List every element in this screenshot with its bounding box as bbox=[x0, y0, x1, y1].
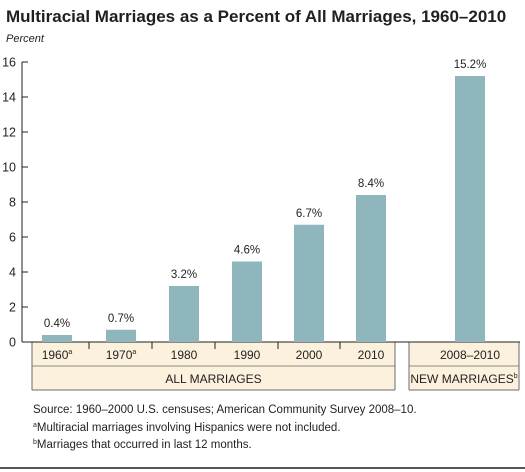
y-tick-label: 16 bbox=[2, 56, 16, 70]
category-label: 2000 bbox=[296, 348, 323, 362]
y-axis: 0 2 4 6 8 10 12 14 16 bbox=[2, 56, 520, 350]
footnote-b-marker: b bbox=[33, 439, 37, 446]
bar-value-label: 15.2% bbox=[454, 59, 487, 71]
y-tick-label: 4 bbox=[9, 266, 16, 280]
bar bbox=[169, 286, 199, 342]
category-label: 1990 bbox=[234, 348, 261, 362]
footnote-b-text: Marriages that occurred in last 12 month… bbox=[37, 439, 252, 451]
bar-value-label: 4.6% bbox=[234, 245, 260, 257]
category-note-marker: a bbox=[68, 349, 72, 356]
bar bbox=[106, 329, 136, 342]
bar bbox=[232, 261, 262, 342]
bar-value-label: 6.7% bbox=[296, 208, 322, 220]
group-label: NEW MARRIAGESb bbox=[410, 372, 517, 386]
footnote-b: bMarriages that occurred in last 12 mont… bbox=[33, 439, 252, 451]
bar bbox=[42, 335, 72, 342]
bar-value-label: 0.4% bbox=[44, 318, 70, 330]
y-tick-label: 14 bbox=[2, 91, 16, 105]
y-tick-label: 12 bbox=[2, 126, 16, 140]
bar-value-label: 3.2% bbox=[171, 269, 197, 281]
y-tick-label: 10 bbox=[2, 161, 16, 175]
y-tick-label: 0 bbox=[9, 336, 16, 350]
bar-value-label: 0.7% bbox=[108, 313, 134, 325]
y-tick-label: 6 bbox=[9, 231, 16, 245]
category-label: 1970a bbox=[106, 348, 137, 362]
footnote-a: aMultiracial marriages involving Hispani… bbox=[33, 422, 341, 434]
group-labels: ALL MARRIAGES NEW MARRIAGESb bbox=[165, 372, 517, 386]
footnote-a-marker: a bbox=[33, 422, 37, 429]
category-label: 1960a bbox=[42, 348, 73, 362]
value-labels: 0.4% 0.7% 3.2% 4.6% 6.7% 8.4% 15.2% bbox=[44, 59, 486, 330]
footnote-a-text: Multiracial marriages involving Hispanic… bbox=[37, 422, 341, 434]
bar bbox=[455, 76, 485, 342]
category-note-marker: a bbox=[132, 349, 136, 356]
source-note: Source: 1960–2000 U.S. censuses; America… bbox=[33, 404, 417, 416]
bar-value-label: 8.4% bbox=[358, 178, 384, 190]
group-label: ALL MARRIAGES bbox=[165, 372, 261, 386]
bars bbox=[42, 76, 485, 342]
category-label: 1980 bbox=[171, 348, 198, 362]
group-note-marker: b bbox=[514, 373, 518, 380]
chart-title: Multiracial Marriages as a Percent of Al… bbox=[6, 7, 506, 26]
category-label: 2008–2010 bbox=[440, 348, 500, 362]
bar bbox=[356, 195, 386, 342]
y-axis-label: Percent bbox=[6, 33, 45, 45]
y-tick-label: 8 bbox=[9, 196, 16, 210]
group-bands bbox=[31, 342, 520, 391]
footnotes: Source: 1960–2000 U.S. censuses; America… bbox=[33, 404, 417, 451]
y-tick-label: 2 bbox=[9, 301, 16, 315]
x-axis: 1960a 1970a 1980 1990 2000 2010 2008–2010 bbox=[42, 342, 500, 362]
bar bbox=[294, 224, 324, 342]
category-label: 2010 bbox=[358, 348, 385, 362]
